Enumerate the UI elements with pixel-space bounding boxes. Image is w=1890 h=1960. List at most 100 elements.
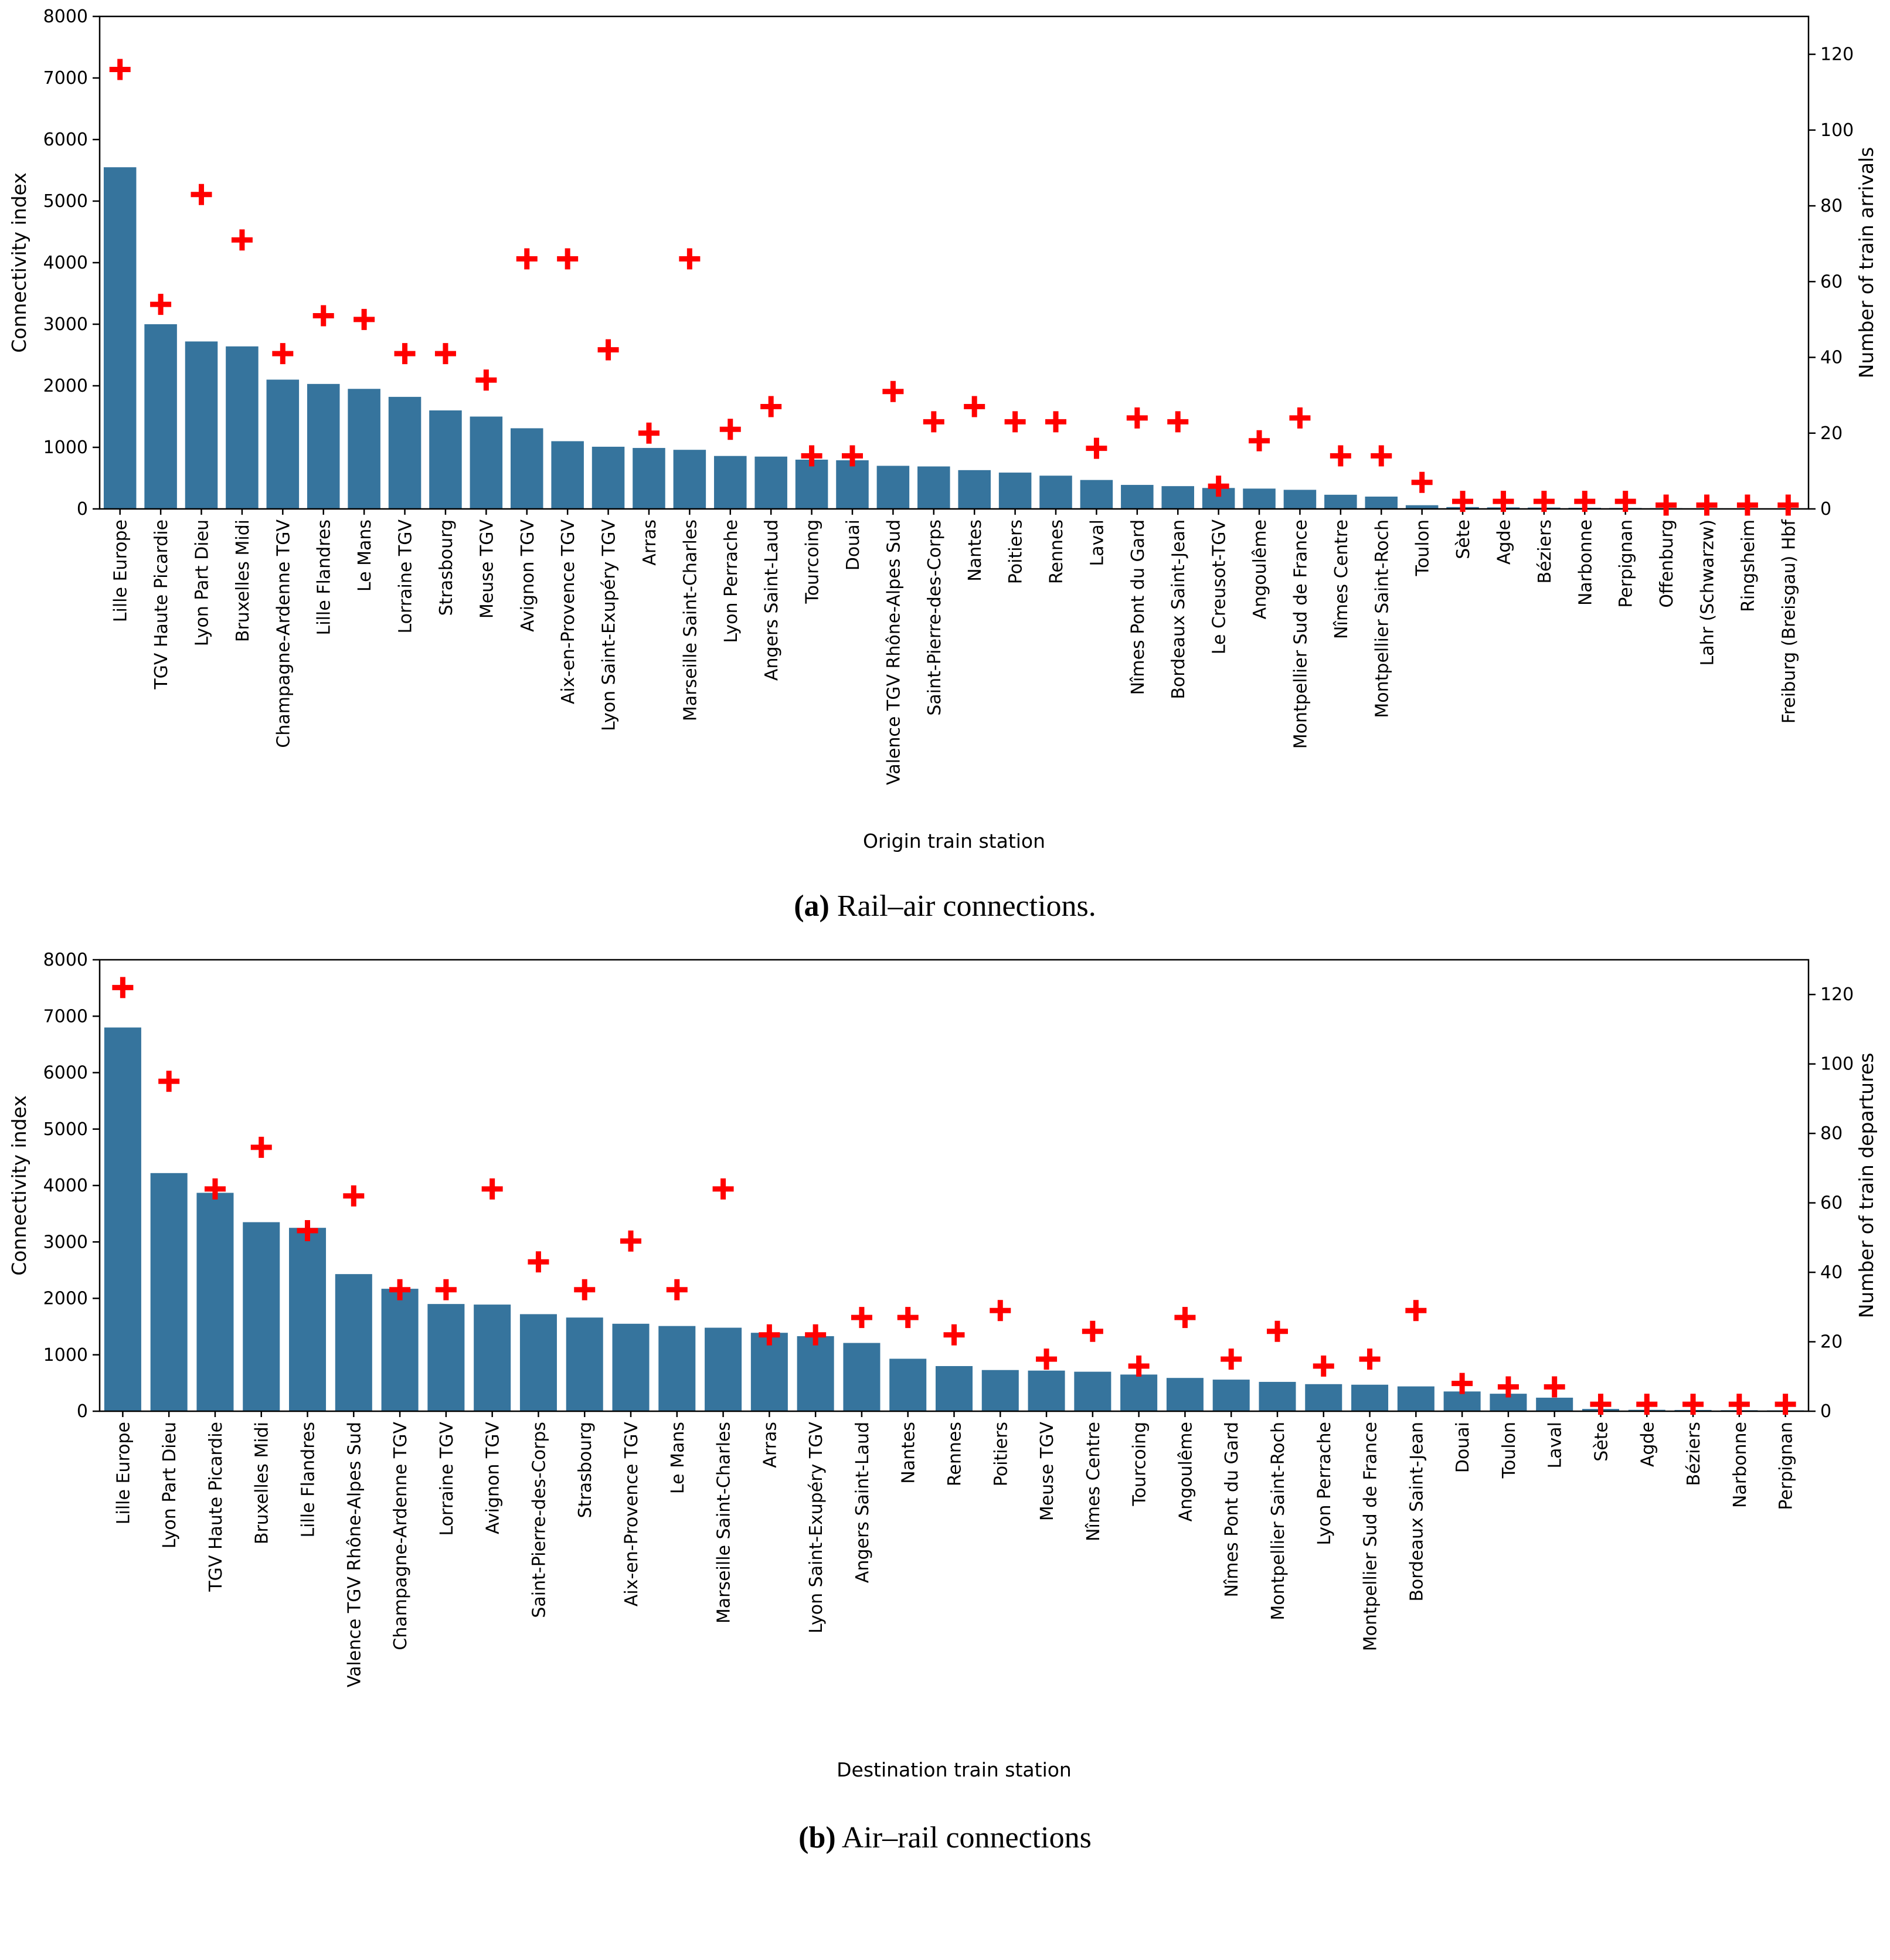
y-tick-label: 60 [1820,1193,1843,1214]
plus-marker [1221,1348,1242,1370]
plus-marker [1086,437,1107,459]
plus-marker [1590,1394,1612,1415]
y-tick-label: 120 [1820,984,1854,1005]
plus-marker [923,411,944,433]
y-tick-label: 7000 [43,1006,88,1027]
plus-marker [882,381,904,402]
bar [658,1326,696,1411]
left-axis: 0 1000 2000 3000 4000 5000 6000 7000 8000 [43,6,100,519]
right-axis: 0 20 40 60 80 100 120 [1809,45,1854,519]
plus-marker [1452,1373,1473,1394]
x-tick-label: Meuse TGV [1037,1422,1058,1521]
caption-a-label: (a) [794,889,830,923]
plus-marker [475,369,497,391]
plus-marker [1777,494,1799,516]
bar [1028,1370,1065,1411]
y-tick-label: 3000 [43,314,88,335]
y-tick-label: 6000 [43,1063,88,1083]
bar [673,450,706,509]
x-tick-label: Montpellier Sud de France [1361,1422,1381,1651]
plus-marker [231,229,253,251]
y-tick-label: 80 [1820,196,1843,216]
plus-marker [1636,1394,1658,1415]
plus-marker [597,339,619,361]
bar [144,324,177,509]
plus-marker [389,1279,411,1300]
x-tick-label: Angers Saint-Laud [762,519,782,681]
y-tick-label: 0 [1820,1401,1831,1422]
x-tick-label: Lorraine TGV [437,1422,457,1536]
x-tick-label: Champagne-Ardenne TGV [273,519,294,748]
x-tick-label: Poitiers [1006,519,1026,584]
bar [1212,1380,1250,1411]
x-tick-label: Tourcoing [803,519,823,604]
x-tick-label: Nantes [899,1422,919,1484]
y-tick-label: 20 [1820,423,1843,444]
y-tick-label: 100 [1820,120,1854,141]
plus-marker [191,184,212,205]
plus-marker [719,419,741,440]
plus-marker [1266,1320,1288,1342]
y-tick-label: 5000 [43,191,88,212]
plus-marker [343,1185,365,1207]
y-axis-label-right: Number of train departures [1855,1053,1878,1319]
x-tick-label: Lille Europe [111,519,131,622]
plus-marker [1544,1376,1565,1398]
bar [1039,475,1072,509]
x-tick-label: Béziers [1684,1422,1704,1486]
plus-marker [1452,491,1474,512]
x-tick-label: Lille Europe [113,1422,134,1524]
plus-marker [204,1178,226,1200]
markers-series [109,59,1799,516]
plus-marker [1411,471,1433,493]
x-tick-label: Rennes [1046,519,1067,584]
x-tick-label: Sète [1453,519,1474,559]
x-tick-label: Aix-en-Provence TGV [621,1422,642,1607]
bar [836,460,869,509]
bar [1243,488,1276,509]
y-tick-label: 100 [1820,1054,1854,1075]
bar [266,379,300,509]
bar [981,1370,1019,1411]
x-tick-label: TGV Haute Picardie [151,519,172,690]
right-axis: 0 20 40 60 80 100 120 [1809,984,1854,1422]
plus-marker [1208,475,1229,497]
x-tick-label: Nîmes Pont du Gard [1128,519,1148,695]
plus-marker [760,396,782,417]
bar [1161,486,1194,509]
plus-marker [1371,445,1392,467]
plus-marker [805,1324,827,1346]
plus-marker [1004,411,1026,433]
y-tick-label: 60 [1820,271,1843,292]
bar [705,1327,742,1411]
x-tick-label: Nantes [965,519,985,582]
x-tick-label: Tourcoing [1130,1422,1150,1507]
plus-marker [1775,1394,1796,1415]
x-tick-label: Strasbourg [575,1422,596,1518]
plus-marker [150,294,172,315]
y-tick-label: 2000 [43,1289,88,1309]
x-tick-label: Lille Flandres [298,1422,319,1538]
y-tick-label: 0 [77,499,88,519]
x-tick-label: Lahr (Schwarzw) [1697,519,1718,665]
plus-marker [481,1178,503,1200]
bar [551,441,584,509]
x-tick-label: Béziers [1535,519,1555,584]
plus-marker [990,1300,1011,1322]
bars-series [103,167,1805,509]
x-tick-label: Valence TGV Rhône-Alpes Sud [883,519,904,785]
x-tick-label: Lorraine TGV [396,519,416,634]
y-tick-label: 1000 [43,437,88,458]
x-tick-label: Le Creusot-TGV [1209,519,1230,655]
plus-marker [712,1178,734,1200]
plus-marker [1497,1376,1519,1398]
plus-marker [272,343,294,365]
y-tick-label: 40 [1820,1262,1843,1283]
plus-marker [516,248,538,270]
bar [633,448,665,509]
x-tick-label: Perpignan [1616,519,1637,608]
x-tick-label: Douai [1453,1422,1473,1473]
x-tick-label: Agde [1494,519,1514,565]
plus-marker [1533,491,1555,512]
y-tick-label: 3000 [43,1232,88,1252]
